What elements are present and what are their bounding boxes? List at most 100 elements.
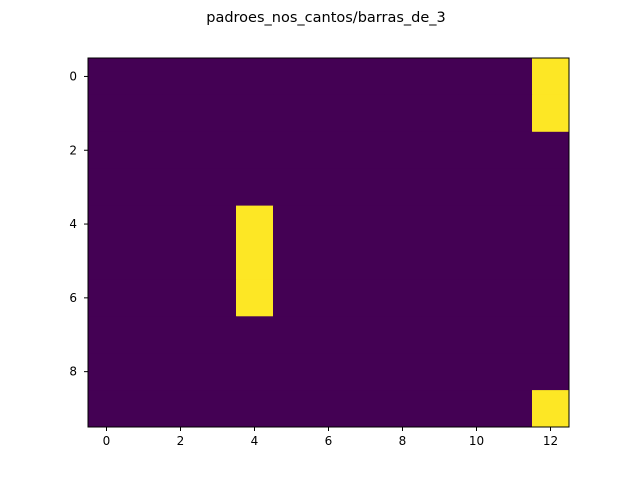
heatmap-cell [384, 58, 422, 96]
heatmap-cell [162, 242, 200, 280]
heatmap-cell [162, 58, 200, 96]
heatmap-cell [347, 353, 385, 391]
heatmap-cell [199, 353, 237, 391]
heatmap-cell [347, 390, 385, 428]
heatmap-cell [495, 205, 533, 243]
heatmap-cell [421, 353, 459, 391]
heatmap-cell [199, 58, 237, 96]
heatmap-cell [421, 94, 459, 133]
heatmap-cell [347, 316, 385, 354]
heatmap-cell [495, 353, 533, 391]
x-tick-label: 4 [251, 434, 259, 448]
heatmap-cell [384, 353, 422, 391]
heatmap-cell [421, 242, 459, 280]
heatmap-cell [532, 131, 570, 170]
heatmap-cell [125, 316, 163, 354]
heatmap-cell [458, 353, 496, 391]
heatmap-cell [162, 353, 200, 391]
heatmap-cell [125, 279, 163, 317]
heatmap-cell [88, 242, 126, 280]
heatmap-cell [88, 390, 126, 428]
heatmap-cell [162, 94, 200, 133]
heatmap-cell [347, 205, 385, 243]
heatmap-cell [310, 58, 348, 96]
heatmap-cell [421, 58, 459, 96]
heatmap-cell [347, 58, 385, 96]
heatmap-cell [384, 94, 422, 133]
heatmap-cell [384, 279, 422, 317]
heatmap-cell [199, 131, 237, 170]
heatmap-cell [495, 390, 533, 428]
heatmap-cell [384, 390, 422, 428]
heatmap-cell [310, 242, 348, 280]
x-tick-label: 10 [469, 434, 484, 448]
heatmap-cell [458, 131, 496, 170]
heatmap-cell [236, 316, 274, 354]
heatmap-cell [88, 316, 126, 354]
heatmap-cell [421, 390, 459, 428]
heatmap-cell [495, 279, 533, 317]
heatmap-cell [125, 131, 163, 170]
x-axis: 0 2 4 6 8 10 12 [103, 427, 558, 448]
heatmap-cell [88, 94, 126, 133]
heatmap-cell [125, 353, 163, 391]
heatmap-cell [532, 279, 570, 317]
heatmap-cell [495, 131, 533, 170]
heatmap-cell [236, 242, 274, 280]
heatmap-cell [532, 390, 570, 428]
heatmap-cell [273, 242, 311, 280]
heatmap-cell [162, 279, 200, 317]
heatmap-cell [273, 94, 311, 133]
heatmap-cell [347, 242, 385, 280]
x-tick-label: 12 [543, 434, 558, 448]
heatmap-cell [458, 94, 496, 133]
y-tick-label: 4 [69, 217, 77, 231]
heatmap-cell [310, 316, 348, 354]
heatmap-cell [273, 205, 311, 243]
heatmap-cell [532, 168, 570, 206]
heatmap-cell [421, 168, 459, 206]
heatmap-cell [458, 58, 496, 96]
heatmap-cell [384, 242, 422, 280]
heatmap-cell [88, 279, 126, 317]
heatmap-cell [88, 353, 126, 391]
heatmap-cell [236, 168, 274, 206]
heatmap-cell [495, 316, 533, 354]
heatmap-cell [273, 58, 311, 96]
heatmap-cell [310, 168, 348, 206]
heatmap-cell [199, 242, 237, 280]
heatmap-cell [532, 353, 570, 391]
x-tick-label: 6 [325, 434, 333, 448]
heatmap-cell [421, 279, 459, 317]
heatmap-cell [421, 131, 459, 170]
heatmap-cell [495, 94, 533, 133]
heatmap-cell [236, 390, 274, 428]
heatmap-cell [310, 390, 348, 428]
heatmap-cell [273, 168, 311, 206]
heatmap-cell [273, 279, 311, 317]
heatmap-cell [162, 168, 200, 206]
heatmap-cell [125, 94, 163, 133]
heatmap-cell [273, 316, 311, 354]
heatmap-cell [532, 205, 570, 243]
y-axis: 0 2 4 6 8 [69, 69, 88, 379]
heatmap-cell [236, 131, 274, 170]
heatmap-cells [88, 58, 570, 428]
y-tick-label: 0 [69, 69, 77, 83]
x-tick-label: 0 [103, 434, 111, 448]
x-tick-label: 8 [399, 434, 407, 448]
heatmap-cell [162, 205, 200, 243]
heatmap-cell [162, 390, 200, 428]
y-tick-label: 2 [69, 143, 77, 157]
heatmap-cell [458, 205, 496, 243]
heatmap-cell [236, 279, 274, 317]
heatmap-cell [532, 58, 570, 96]
heatmap-cell [88, 131, 126, 170]
chart-title: padroes_nos_cantos/barras_de_3 [206, 10, 446, 26]
heatmap-cell [310, 279, 348, 317]
heatmap-cell [458, 279, 496, 317]
heatmap-cell [162, 316, 200, 354]
heatmap-cell [458, 168, 496, 206]
heatmap-cell [199, 168, 237, 206]
heatmap-cell [236, 205, 274, 243]
